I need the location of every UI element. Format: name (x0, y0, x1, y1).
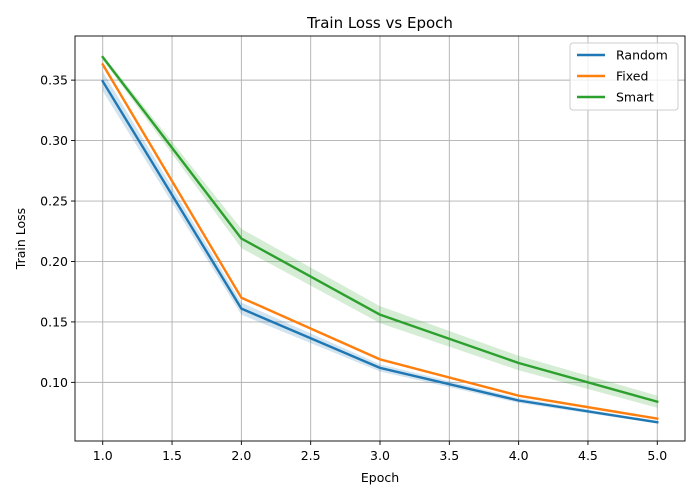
x-tick-label: 1.0 (93, 448, 113, 463)
x-tick-label: 4.0 (509, 448, 529, 463)
legend-label-fixed: Fixed (616, 69, 648, 84)
y-tick-label: 0.35 (40, 73, 68, 88)
y-tick-label: 0.20 (40, 254, 68, 269)
legend-label-smart: Smart (616, 90, 654, 105)
x-tick-label: 2.0 (231, 448, 251, 463)
x-tick-label: 2.5 (301, 448, 321, 463)
x-tick-label: 3.5 (439, 448, 459, 463)
x-tick-label: 4.5 (578, 448, 598, 463)
series-lines (101, 55, 659, 424)
x-tick-label: 5.0 (647, 448, 667, 463)
legend-box (569, 42, 679, 111)
x-tick-label: 1.5 (162, 448, 182, 463)
x-axis-label: Epoch (361, 470, 399, 485)
y-tick-label: 0.15 (40, 314, 68, 329)
grid-lines (75, 36, 685, 441)
series-line-smart (101, 55, 659, 404)
legend: Random Fixed Smart (569, 42, 679, 111)
series-line-random (101, 79, 659, 424)
legend-label-random: Random (616, 48, 668, 63)
y-tick-label: 0.10 (40, 375, 68, 390)
chart-title: Train Loss vs Epoch (306, 14, 453, 32)
axis-ticks: 1.0 1.5 2.0 2.5 3.0 3.5 4.0 4.5 5.0 0.10 0.15 0.20 0… (40, 73, 667, 463)
x-tick-label: 3.0 (370, 448, 390, 463)
y-axis-label: Train Loss (13, 208, 28, 270)
y-tick-label: 0.30 (40, 133, 68, 148)
series-line-fixed (101, 62, 659, 421)
y-tick-label: 0.25 (40, 194, 68, 209)
